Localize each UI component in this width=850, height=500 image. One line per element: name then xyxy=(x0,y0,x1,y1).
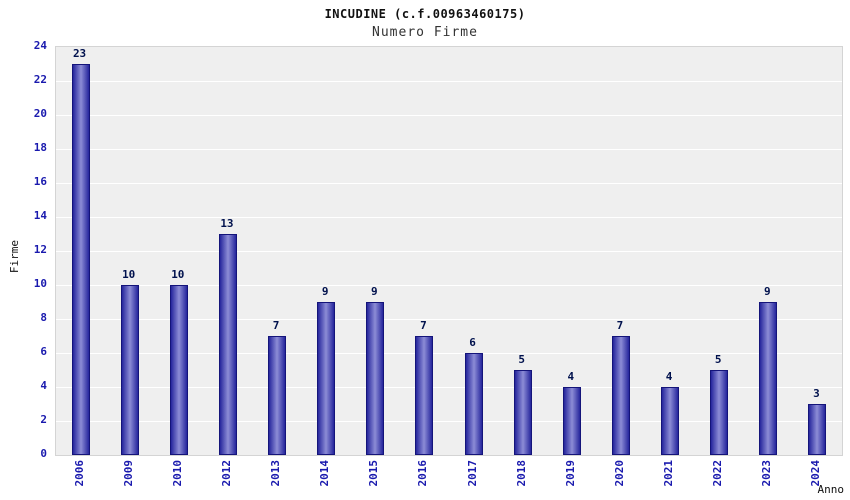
bar xyxy=(759,302,777,455)
y-tick-label: 2 xyxy=(40,413,47,426)
y-tick-label: 8 xyxy=(40,311,47,324)
bar-value-label: 4 xyxy=(567,370,575,383)
bar-value-label: 9 xyxy=(764,285,771,298)
gridline xyxy=(56,149,842,150)
x-tick-label: 2012 xyxy=(219,460,233,487)
gridline xyxy=(56,319,842,320)
gridline xyxy=(56,115,842,116)
x-tick-label: 2022 xyxy=(711,460,725,487)
x-tick-label: 2020 xyxy=(612,460,626,487)
bar-value-label: 3 xyxy=(813,387,820,400)
gridline xyxy=(56,217,842,218)
bar xyxy=(563,387,581,455)
bar-value-label: 5 xyxy=(714,353,722,366)
gridline xyxy=(56,81,842,82)
bar-value-label: 5 xyxy=(518,353,525,366)
bar xyxy=(72,64,90,455)
y-tick-label: 14 xyxy=(33,209,47,222)
bar xyxy=(268,336,286,455)
x-tick-label: 2021 xyxy=(662,460,676,487)
chart-subtitle: Numero Firme xyxy=(372,25,478,40)
y-tick-label: 12 xyxy=(33,243,47,256)
x-tick-label: 2010 xyxy=(170,460,184,487)
bar xyxy=(612,336,630,455)
bar xyxy=(219,234,237,455)
gridline xyxy=(56,387,842,388)
y-tick-label: 22 xyxy=(33,73,47,86)
bar xyxy=(317,302,335,455)
bar xyxy=(121,285,139,455)
bar-value-label: 13 xyxy=(220,217,234,230)
bar xyxy=(366,302,384,455)
bar-value-label: 9 xyxy=(371,285,378,298)
plot-area xyxy=(55,46,843,456)
bar xyxy=(808,404,826,455)
x-tick-label: 2023 xyxy=(760,460,774,487)
y-tick-label: 16 xyxy=(33,175,47,188)
bar-value-label: 9 xyxy=(321,285,329,298)
x-tick-label: 2017 xyxy=(465,460,479,487)
bar xyxy=(514,370,532,455)
x-tick-label: 2014 xyxy=(318,460,332,487)
bar xyxy=(170,285,188,455)
x-tick-label: 2015 xyxy=(367,460,381,487)
x-tick-label: 2006 xyxy=(72,460,86,487)
x-tick-label: 2009 xyxy=(121,460,135,487)
y-tick-label: 6 xyxy=(40,345,47,358)
bar-value-label: 7 xyxy=(616,319,624,332)
y-tick-label: 10 xyxy=(33,277,47,290)
y-tick-label: 4 xyxy=(40,379,47,392)
x-tick-label: 2019 xyxy=(563,460,577,487)
y-tick-label: 24 xyxy=(33,39,47,52)
gridline xyxy=(56,251,842,252)
bar-value-label: 4 xyxy=(665,370,673,383)
gridline xyxy=(56,285,842,286)
x-axis-title: Anno xyxy=(817,483,845,496)
x-tick-label: 2018 xyxy=(514,460,528,487)
bar xyxy=(415,336,433,455)
bar-value-label: 10 xyxy=(122,268,136,281)
x-tick-label: 2016 xyxy=(416,460,430,487)
bar-value-label: 7 xyxy=(420,319,427,332)
bar-value-label: 23 xyxy=(72,47,87,60)
bar-value-label: 10 xyxy=(171,268,185,281)
x-tick-label: 2013 xyxy=(269,460,283,487)
bar-value-label: 7 xyxy=(272,319,280,332)
bar xyxy=(661,387,679,455)
bar xyxy=(465,353,483,455)
chart-title: INCUDINE (c.f.00963460175) xyxy=(324,7,526,21)
gridline xyxy=(56,353,842,354)
bar-value-label: 6 xyxy=(469,336,476,349)
gridline xyxy=(56,421,842,422)
y-tick-label: 18 xyxy=(33,141,47,154)
y-tick-label: 0 xyxy=(40,447,47,460)
gridline xyxy=(56,183,842,184)
bar xyxy=(710,370,728,455)
y-tick-label: 20 xyxy=(33,107,47,120)
